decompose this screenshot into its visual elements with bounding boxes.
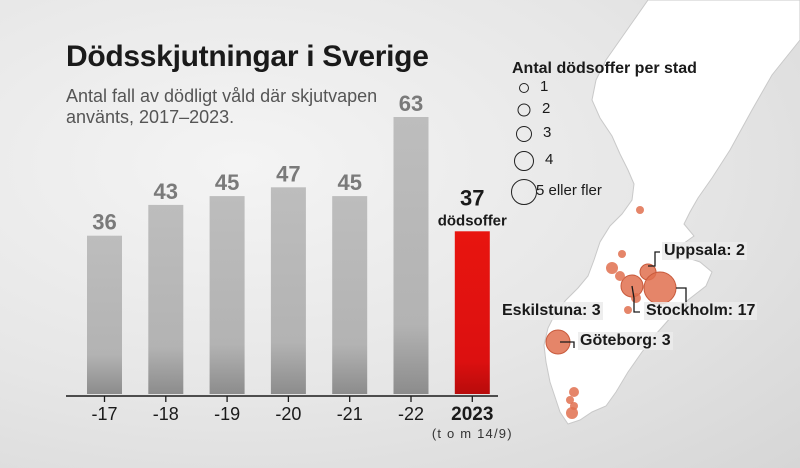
marker-orebro [606,262,618,274]
legend-circle-2 [517,103,531,117]
marker-norrkoping [624,306,632,314]
legend-label-5: 5 eller fler [536,182,602,199]
bar-value-label: 45 [337,170,361,195]
bar [270,187,306,394]
bars-group: 36 -17 43 -18 45 -19 47 -20 45 -21 63 -22 37 dödsoffe… [87,91,513,441]
marker-vasteras [615,271,625,281]
bar-value-label: 43 [154,179,178,204]
x-tick-label: -22 [398,404,424,424]
x-tick-label: -20 [275,404,301,424]
bar-value-label: 47 [276,161,300,186]
legend-label-3: 3 [543,124,552,141]
sweden-landmass [543,0,800,425]
marker-stockholm [643,271,677,305]
bar-value-label: 63 [399,91,423,116]
legend-circle-1 [519,83,529,93]
legend-title: Antal dödsoffer per stad [512,60,697,77]
x-tick-label: -21 [337,404,363,424]
legend-circle-4 [514,151,534,171]
callout-lines [560,251,687,348]
marker-malmo [566,407,578,419]
x-tick-label: 2023 [451,404,493,425]
bar [332,196,368,394]
marker-landskrona [566,396,574,404]
bar [87,235,122,394]
bar [393,117,429,394]
legend-label-4: 4 [545,151,554,168]
marker-sundsvall [636,206,644,214]
chart-title: Dödsskjutningar i Sverige [66,40,429,73]
marker-gavle [618,250,626,258]
x-tick-note: (t o m 14/9) [432,426,513,441]
bar-highlight [454,231,490,394]
legend-label-1: 1 [540,78,549,95]
legend-circle-5 [511,179,537,205]
bar [148,204,184,394]
legend-circle-3 [516,126,532,142]
bar-value-label-highlight: 37 [460,185,484,210]
x-tick-label: -19 [214,404,240,424]
marker-nykoping [631,293,641,303]
x-tick-label: -18 [153,404,179,424]
city-label-uppsala: Uppsala: 2 [662,242,747,260]
callout-goteborg [560,341,575,348]
bar-value-label: 45 [215,170,239,195]
chart-subtitle: Antal fall av dödligt våld där skjutvape… [66,86,378,127]
callout-stockholm [676,287,687,306]
x-tick-label: -17 [91,404,117,424]
city-label-stockholm: Stockholm: 17 [644,302,758,320]
legend-label-2: 2 [542,100,551,117]
city-label-goteborg: Göteborg: 3 [578,332,673,350]
callout-uppsala [648,251,660,267]
callout-eskilstuna [631,285,640,313]
city-label-eskilstuna: Eskilstuna: 3 [500,302,603,320]
bar [209,196,245,394]
bar-value-suffix: dödsoffer [438,212,507,229]
marker-helsingborg [569,387,579,397]
bar-value-label: 36 [92,210,116,235]
map-legend: Antal dödsoffer per stad 1 2 3 4 5 eller… [511,60,752,205]
